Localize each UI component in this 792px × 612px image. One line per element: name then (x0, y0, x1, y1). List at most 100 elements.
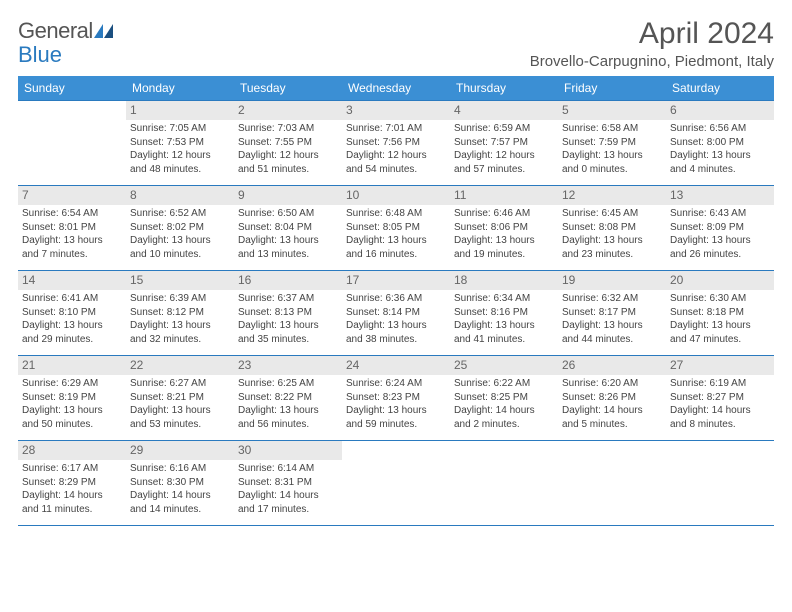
sunrise-line: Sunrise: 6:36 AM (346, 292, 446, 306)
sunset-line: Sunset: 8:12 PM (130, 306, 230, 320)
calendar-cell: 17Sunrise: 6:36 AMSunset: 8:14 PMDayligh… (342, 270, 450, 355)
day-number: 23 (234, 356, 342, 376)
sunrise-line: Sunrise: 6:37 AM (238, 292, 338, 306)
calendar-cell: 24Sunrise: 6:24 AMSunset: 8:23 PMDayligh… (342, 355, 450, 440)
daylight-line: Daylight: 13 hours and 35 minutes. (238, 319, 338, 346)
sunset-line: Sunset: 7:55 PM (238, 136, 338, 150)
daylight-line: Daylight: 13 hours and 19 minutes. (454, 234, 554, 261)
calendar-cell: 15Sunrise: 6:39 AMSunset: 8:12 PMDayligh… (126, 270, 234, 355)
calendar-cell: 4Sunrise: 6:59 AMSunset: 7:57 PMDaylight… (450, 100, 558, 185)
calendar-cell: 22Sunrise: 6:27 AMSunset: 8:21 PMDayligh… (126, 355, 234, 440)
calendar-cell (666, 440, 774, 525)
weekday-header: Friday (558, 76, 666, 101)
sunrise-line: Sunrise: 6:34 AM (454, 292, 554, 306)
calendar-cell: 10Sunrise: 6:48 AMSunset: 8:05 PMDayligh… (342, 185, 450, 270)
daylight-line: Daylight: 13 hours and 23 minutes. (562, 234, 662, 261)
sunset-line: Sunset: 8:30 PM (130, 476, 230, 490)
day-number: 10 (342, 186, 450, 206)
sunset-line: Sunset: 8:13 PM (238, 306, 338, 320)
header: General April 2024 Brovello-Carpugnino, … (18, 18, 774, 70)
day-info: Sunrise: 6:27 AMSunset: 8:21 PMDaylight:… (126, 375, 234, 431)
daylight-line: Daylight: 13 hours and 26 minutes. (670, 234, 770, 261)
daylight-line: Daylight: 12 hours and 51 minutes. (238, 149, 338, 176)
day-number: 15 (126, 271, 234, 291)
sunrise-line: Sunrise: 6:48 AM (346, 207, 446, 221)
daylight-line: Daylight: 14 hours and 17 minutes. (238, 489, 338, 516)
daylight-line: Daylight: 12 hours and 57 minutes. (454, 149, 554, 176)
sunrise-line: Sunrise: 6:54 AM (22, 207, 122, 221)
day-number: 30 (234, 441, 342, 461)
calendar-week: 21Sunrise: 6:29 AMSunset: 8:19 PMDayligh… (18, 355, 774, 440)
calendar-week: 1Sunrise: 7:05 AMSunset: 7:53 PMDaylight… (18, 100, 774, 185)
weekday-row: SundayMondayTuesdayWednesdayThursdayFrid… (18, 76, 774, 101)
daylight-line: Daylight: 13 hours and 16 minutes. (346, 234, 446, 261)
sunset-line: Sunset: 8:14 PM (346, 306, 446, 320)
daylight-line: Daylight: 14 hours and 2 minutes. (454, 404, 554, 431)
daylight-line: Daylight: 14 hours and 14 minutes. (130, 489, 230, 516)
calendar-cell: 29Sunrise: 6:16 AMSunset: 8:30 PMDayligh… (126, 440, 234, 525)
title-block: April 2024 Brovello-Carpugnino, Piedmont… (530, 18, 774, 70)
calendar-cell: 5Sunrise: 6:58 AMSunset: 7:59 PMDaylight… (558, 100, 666, 185)
daylight-line: Daylight: 13 hours and 7 minutes. (22, 234, 122, 261)
day-number: 29 (126, 441, 234, 461)
sunrise-line: Sunrise: 7:03 AM (238, 122, 338, 136)
sunrise-line: Sunrise: 6:58 AM (562, 122, 662, 136)
calendar-cell: 27Sunrise: 6:19 AMSunset: 8:27 PMDayligh… (666, 355, 774, 440)
day-info: Sunrise: 6:46 AMSunset: 8:06 PMDaylight:… (450, 205, 558, 261)
day-info: Sunrise: 6:29 AMSunset: 8:19 PMDaylight:… (18, 375, 126, 431)
daylight-line: Daylight: 13 hours and 56 minutes. (238, 404, 338, 431)
brand-part1: General (18, 18, 93, 44)
day-number: 24 (342, 356, 450, 376)
sunset-line: Sunset: 8:10 PM (22, 306, 122, 320)
day-number: 5 (558, 101, 666, 121)
sunset-line: Sunset: 7:56 PM (346, 136, 446, 150)
sunrise-line: Sunrise: 6:41 AM (22, 292, 122, 306)
calendar-cell: 12Sunrise: 6:45 AMSunset: 8:08 PMDayligh… (558, 185, 666, 270)
weekday-header: Wednesday (342, 76, 450, 101)
sunset-line: Sunset: 8:18 PM (670, 306, 770, 320)
sunrise-line: Sunrise: 6:52 AM (130, 207, 230, 221)
day-info: Sunrise: 6:36 AMSunset: 8:14 PMDaylight:… (342, 290, 450, 346)
day-info: Sunrise: 6:22 AMSunset: 8:25 PMDaylight:… (450, 375, 558, 431)
day-number: 25 (450, 356, 558, 376)
daylight-line: Daylight: 14 hours and 5 minutes. (562, 404, 662, 431)
daylight-line: Daylight: 13 hours and 0 minutes. (562, 149, 662, 176)
calendar-cell: 23Sunrise: 6:25 AMSunset: 8:22 PMDayligh… (234, 355, 342, 440)
daylight-line: Daylight: 13 hours and 10 minutes. (130, 234, 230, 261)
sunrise-line: Sunrise: 6:17 AM (22, 462, 122, 476)
calendar-cell: 7Sunrise: 6:54 AMSunset: 8:01 PMDaylight… (18, 185, 126, 270)
day-number: 21 (18, 356, 126, 376)
weekday-header: Monday (126, 76, 234, 101)
sunset-line: Sunset: 8:04 PM (238, 221, 338, 235)
sunset-line: Sunset: 8:17 PM (562, 306, 662, 320)
day-info: Sunrise: 6:19 AMSunset: 8:27 PMDaylight:… (666, 375, 774, 431)
day-number: 11 (450, 186, 558, 206)
day-info: Sunrise: 6:20 AMSunset: 8:26 PMDaylight:… (558, 375, 666, 431)
sunset-line: Sunset: 8:19 PM (22, 391, 122, 405)
sunrise-line: Sunrise: 7:01 AM (346, 122, 446, 136)
calendar-week: 14Sunrise: 6:41 AMSunset: 8:10 PMDayligh… (18, 270, 774, 355)
sunrise-line: Sunrise: 6:50 AM (238, 207, 338, 221)
calendar-cell: 20Sunrise: 6:30 AMSunset: 8:18 PMDayligh… (666, 270, 774, 355)
calendar-cell: 28Sunrise: 6:17 AMSunset: 8:29 PMDayligh… (18, 440, 126, 525)
month-title: April 2024 (530, 18, 774, 50)
calendar-cell: 19Sunrise: 6:32 AMSunset: 8:17 PMDayligh… (558, 270, 666, 355)
sunset-line: Sunset: 7:59 PM (562, 136, 662, 150)
brand-part2: Blue (18, 42, 62, 68)
daylight-line: Daylight: 12 hours and 54 minutes. (346, 149, 446, 176)
calendar-cell: 16Sunrise: 6:37 AMSunset: 8:13 PMDayligh… (234, 270, 342, 355)
sunrise-line: Sunrise: 6:22 AM (454, 377, 554, 391)
daylight-line: Daylight: 13 hours and 50 minutes. (22, 404, 122, 431)
day-info: Sunrise: 6:45 AMSunset: 8:08 PMDaylight:… (558, 205, 666, 261)
daylight-line: Daylight: 13 hours and 41 minutes. (454, 319, 554, 346)
day-number: 8 (126, 186, 234, 206)
calendar-cell: 6Sunrise: 6:56 AMSunset: 8:00 PMDaylight… (666, 100, 774, 185)
calendar-cell (450, 440, 558, 525)
day-number: 17 (342, 271, 450, 291)
sunset-line: Sunset: 8:16 PM (454, 306, 554, 320)
daylight-line: Daylight: 13 hours and 38 minutes. (346, 319, 446, 346)
day-info: Sunrise: 6:59 AMSunset: 7:57 PMDaylight:… (450, 120, 558, 176)
day-info: Sunrise: 6:30 AMSunset: 8:18 PMDaylight:… (666, 290, 774, 346)
daylight-line: Daylight: 13 hours and 13 minutes. (238, 234, 338, 261)
calendar-cell: 11Sunrise: 6:46 AMSunset: 8:06 PMDayligh… (450, 185, 558, 270)
